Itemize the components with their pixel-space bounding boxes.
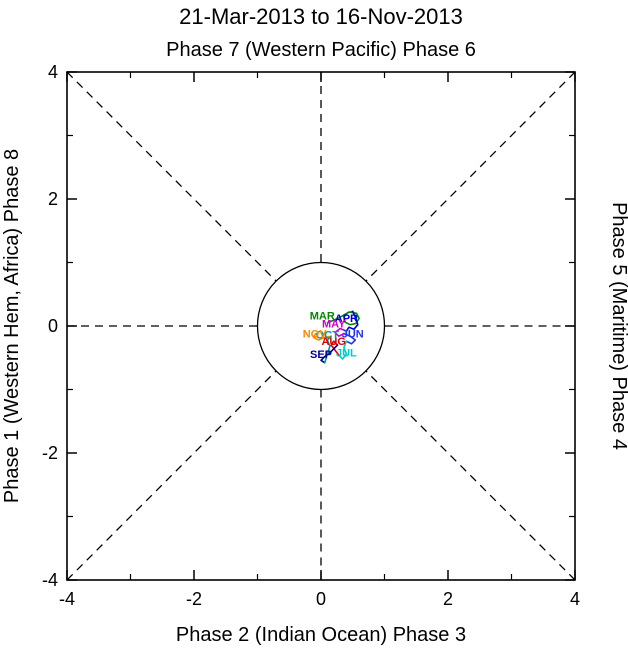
phase-guide-diagonal-se — [365, 370, 576, 581]
month-label-oct: OCT — [316, 330, 340, 342]
x-tick-label: 4 — [570, 589, 580, 609]
month-label-apr: APR — [335, 313, 358, 325]
axis-title-left: Phase 1 (Western Hem, Africa) Phase 8 — [1, 149, 23, 503]
unit-circle — [256, 261, 386, 391]
month-label-nov: NOV — [303, 328, 328, 340]
axis-title-right: Phase 5 (Maritime) Phase 4 — [608, 202, 628, 450]
chart-title: 21-Mar-2013 to 16-Nov-2013 — [179, 4, 463, 29]
axis-title-top: Phase 7 (Western Pacific) Phase 6 — [166, 39, 476, 61]
y-tick-label: 2 — [48, 189, 58, 209]
x-tick-label: -2 — [186, 589, 202, 609]
phase-guide-diagonal-nw — [66, 71, 277, 282]
trajectory-jun — [343, 332, 357, 345]
y-tick-label: 0 — [48, 316, 58, 336]
x-tick-label: 2 — [443, 589, 453, 609]
trajectory-apr — [345, 310, 359, 332]
trajectory-oct — [323, 335, 333, 364]
x-tick-label: -4 — [59, 589, 75, 609]
trajectory-sep — [320, 344, 339, 364]
x-tick-label: 0 — [316, 589, 326, 609]
y-tick-label: 4 — [48, 62, 58, 82]
month-label-sep: SEP — [310, 349, 332, 361]
trajectory-jul — [337, 340, 348, 360]
month-label-mar: MAR — [310, 311, 335, 323]
trajectory-may — [334, 327, 348, 338]
y-tick-label: -4 — [42, 570, 58, 590]
y-tick-label: -2 — [42, 443, 58, 463]
month-label-jul: JUL — [336, 347, 357, 359]
phase-guide-diagonal-ne — [365, 71, 576, 282]
trajectory-aug — [330, 340, 340, 357]
phase-guide-diagonal-sw — [66, 370, 277, 581]
month-label-aug: AUG — [321, 336, 345, 348]
axis-title-bottom: Phase 2 (Indian Ocean) Phase 3 — [176, 624, 466, 646]
month-label-may: MAY — [322, 318, 346, 330]
month-label-jun: JUN — [342, 328, 364, 340]
trajectory-nov — [312, 332, 333, 341]
